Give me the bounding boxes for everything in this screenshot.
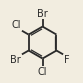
Text: Cl: Cl <box>38 67 47 77</box>
Text: Br: Br <box>37 9 48 19</box>
Text: Br: Br <box>10 55 21 65</box>
Text: F: F <box>64 55 70 65</box>
Text: Cl: Cl <box>12 20 21 30</box>
